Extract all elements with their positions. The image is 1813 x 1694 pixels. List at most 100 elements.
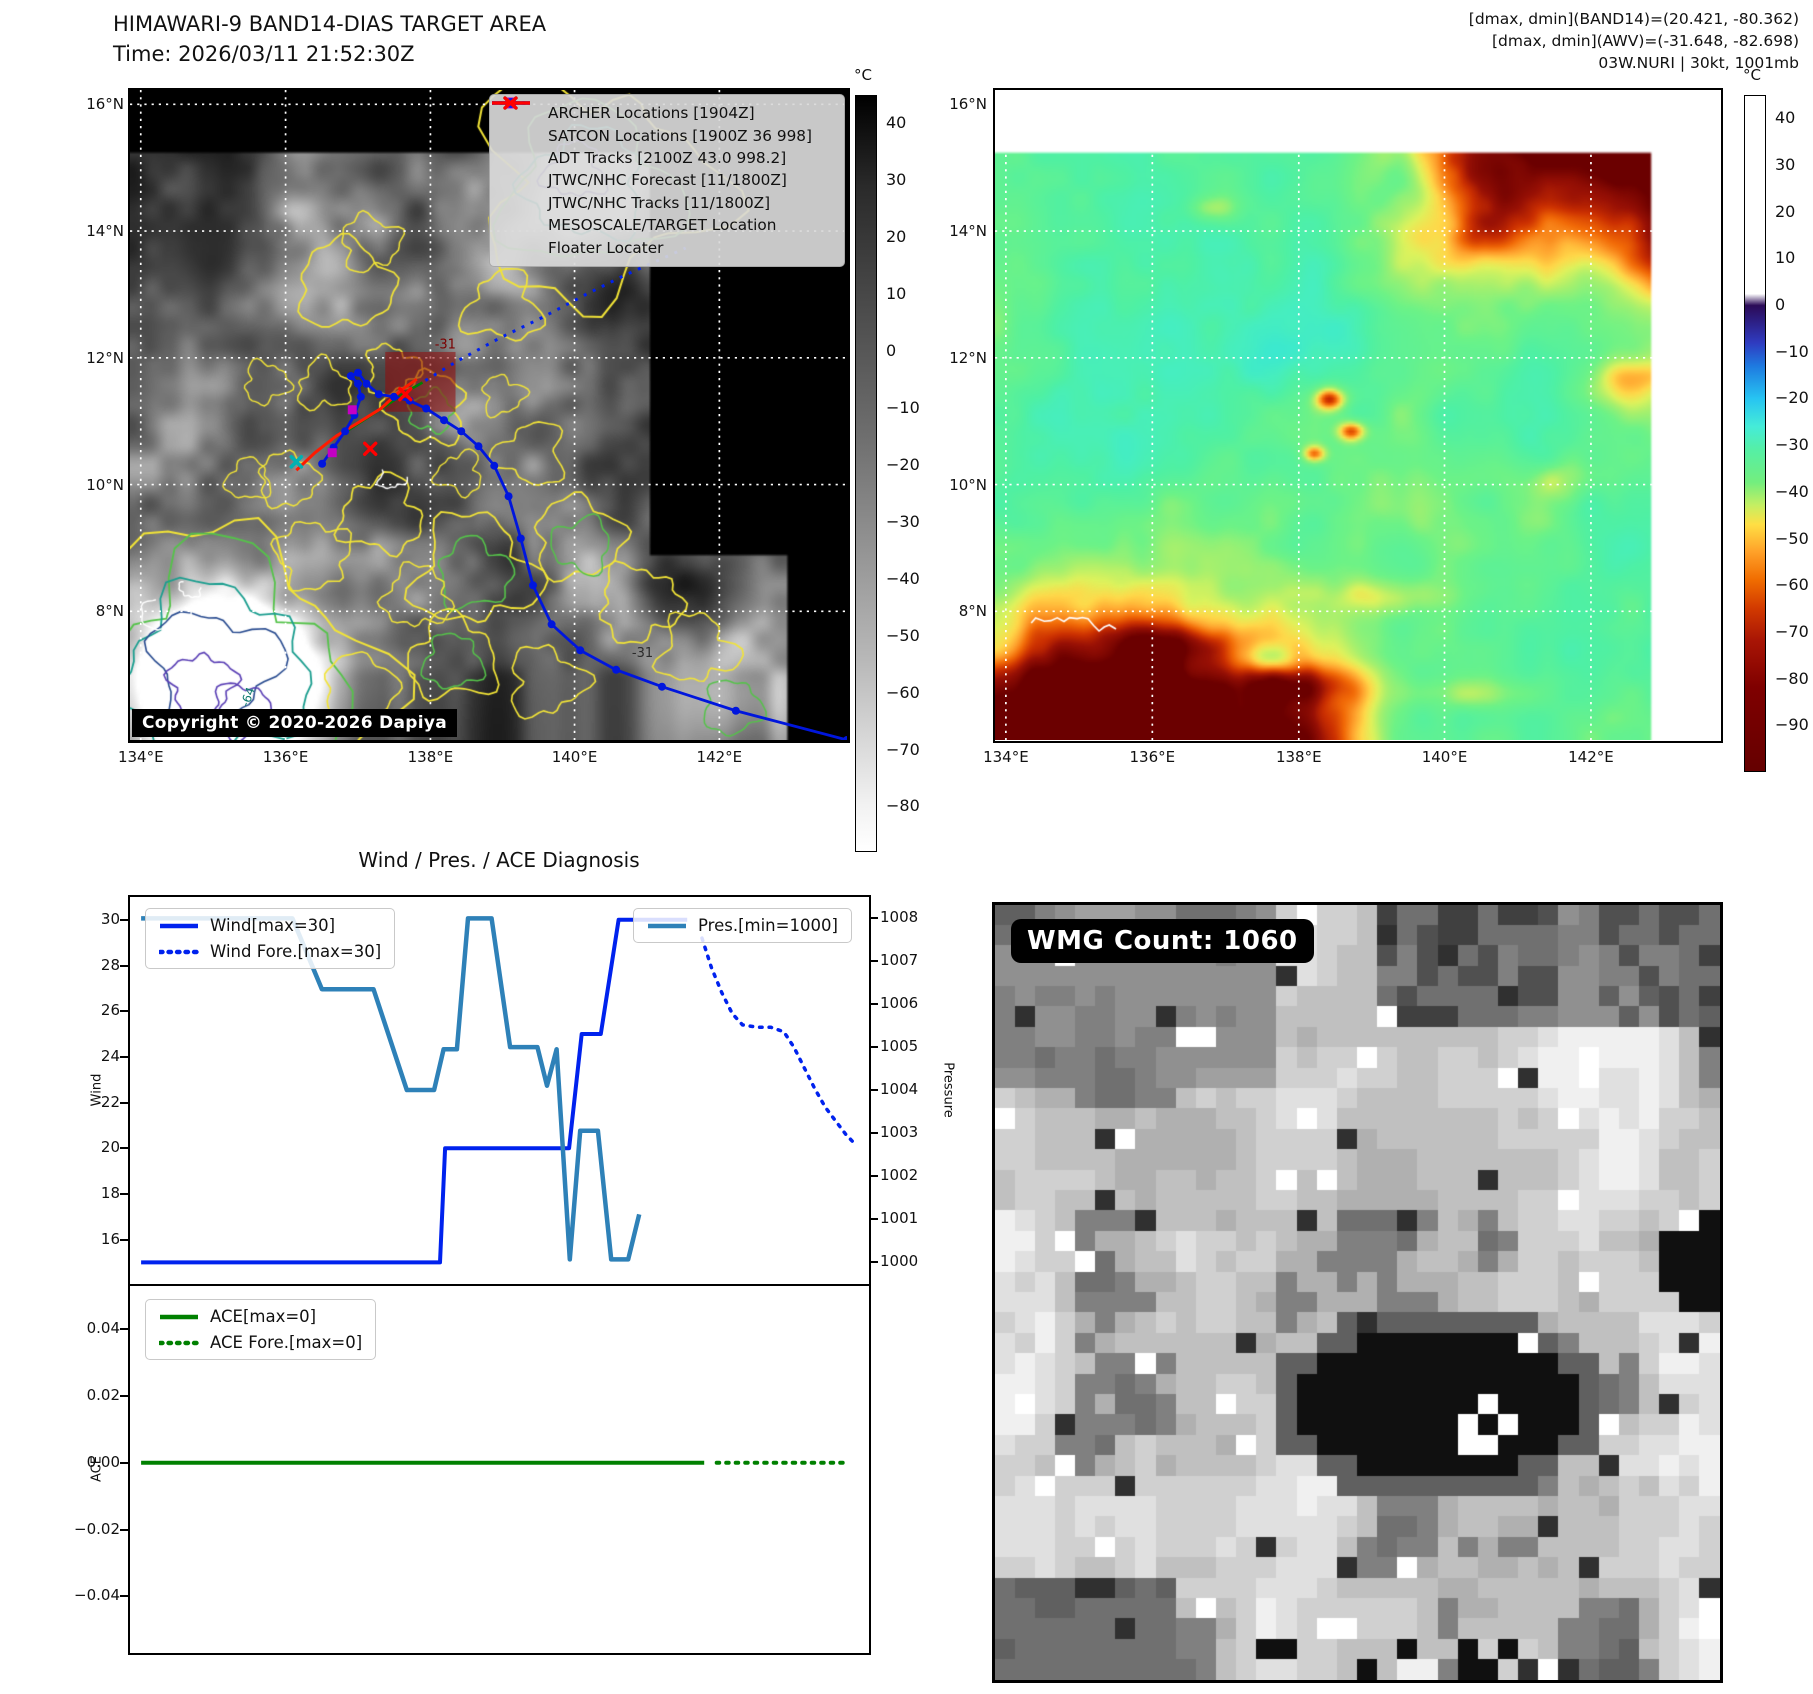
- band14-legend-label: ARCHER Locations [1904Z]: [548, 104, 755, 123]
- jtwc-track-point: [356, 392, 365, 401]
- awv-colorbar-tick: −40: [1775, 481, 1809, 501]
- band14-legend-label: ADT Tracks [2100Z 43.0 998.2]: [548, 148, 787, 167]
- chart-legend-label: Pres.[min=1000]: [698, 916, 838, 935]
- awv-y-tick-label: 8°N: [958, 602, 987, 621]
- chart1-y-tick-label: 22: [100, 1092, 120, 1111]
- chart2-y-tick-label: −0.02: [74, 1519, 120, 1538]
- chart-legend-item: Pres.[min=1000]: [647, 916, 838, 935]
- jtwc-track-point: [440, 416, 449, 425]
- awv-x-tick-label: 140°E: [1421, 748, 1468, 766]
- chart1-series-dotted: [700, 936, 857, 1146]
- jtwc-track-point: [389, 392, 398, 401]
- chart1-ylabel: Wind: [89, 1073, 105, 1107]
- jtwc-track-point: [457, 427, 466, 436]
- ace-plot: [141, 1460, 848, 1465]
- awv-y-tick-label: 14°N: [949, 222, 987, 241]
- awv-colorbar-tick: 40: [1775, 108, 1796, 128]
- band14-legend-item: MESOSCALE/TARGET Location: [498, 96, 838, 236]
- chart1-y2-tick-mark: [870, 1174, 878, 1177]
- jtwc-track-point: [422, 404, 431, 413]
- chart1-y-tick-label: 18: [100, 1183, 120, 1202]
- chart2-y-tick-mark: [120, 1328, 128, 1331]
- chart2-y-tick-label: 0.02: [86, 1386, 120, 1405]
- band14-y-tick-label: 12°N: [86, 348, 124, 367]
- chart1-y-tick-mark: [120, 1238, 128, 1241]
- chart1-y2-tick-mark: [870, 1260, 878, 1263]
- chart1-y2-tick-label: 1006: [880, 994, 919, 1013]
- chart2-y-tick-mark: [120, 1395, 128, 1398]
- awv-y-tick-label: 12°N: [949, 348, 987, 367]
- chart1-y-tick-label: 30: [100, 909, 120, 928]
- band14-legend: ARCHER Locations [1904Z] SATCON Locations…: [489, 94, 845, 267]
- band14-legend-label: SATCON Locations [1900Z 36 998]: [548, 126, 813, 145]
- chart2-y-tick-label: 0.04: [86, 1319, 120, 1338]
- band14-legend-item: JTWC/NHC Forecast [11/1800Z]: [492, 101, 838, 191]
- awv-colorbar-tick: −10: [1775, 341, 1809, 361]
- band14-y-tick-label: 14°N: [86, 222, 124, 241]
- header-storm-info: 03W.NURI | 30kt, 1001mb: [1598, 54, 1799, 72]
- band14-colorbar-tick: −50: [886, 625, 920, 645]
- chart-legend-line-icon: [159, 1340, 199, 1345]
- chart1-series-solid: [141, 916, 642, 1262]
- chart1-y2-tick-label: 1008: [880, 908, 919, 927]
- chart-legend-item: Wind Fore.[max=30]: [159, 942, 381, 961]
- chart1-y-tick-mark: [120, 918, 128, 921]
- chart-legend-item: ACE Fore.[max=0]: [159, 1333, 362, 1352]
- satcon-location-marker: [289, 455, 304, 469]
- jtwc-track-point: [504, 492, 513, 501]
- chart2-y-tick-label: −0.04: [74, 1586, 120, 1605]
- chart1-y-tick-mark: [120, 1010, 128, 1013]
- chart2-ylabel: ACE: [89, 1456, 105, 1482]
- band14-x-tick-label: 142°E: [696, 748, 743, 766]
- chart1-y-tick-label: 28: [100, 955, 120, 974]
- awv-x-tick-label: 134°E: [983, 748, 1029, 766]
- awv-colorbar-tick: 10: [1775, 248, 1796, 268]
- jtwc-track-point: [490, 461, 499, 470]
- band14-colorbar-tick: 20: [886, 227, 907, 247]
- jtwc-track-point: [843, 736, 847, 740]
- jtwc-track-point: [362, 379, 371, 388]
- chart1-y2-tick-label: 1001: [880, 1208, 919, 1227]
- chart1-y-tick-mark: [120, 1147, 128, 1150]
- band14-colorbar: [855, 95, 877, 852]
- awv-map-overlay: [995, 90, 1720, 740]
- jtwc-track-point: [576, 646, 585, 655]
- wind-pressure-plot: [141, 916, 857, 1265]
- band14-legend-item: ADT Tracks [2100Z 43.0 998.2]: [492, 101, 838, 169]
- ace-legend: ACE[max=0] ACE Fore.[max=0]: [145, 1299, 377, 1360]
- awv-x-tick-label: 136°E: [1129, 748, 1176, 766]
- chart1-y2-tick-mark: [870, 1003, 878, 1006]
- jtwc-track-point: [547, 620, 556, 629]
- awv-colorbar-tick: −50: [1775, 528, 1809, 548]
- chart1-y2-tick-label: 1000: [880, 1251, 919, 1270]
- jtwc-track: [321, 371, 847, 740]
- chart1-y-tick-mark: [120, 1055, 128, 1058]
- band14-colorbar-tick: 30: [886, 170, 907, 190]
- band14-legend-item: JTWC/NHC Tracks [11/1800Z]: [492, 98, 838, 214]
- chart1-y2label: Pressure: [940, 1062, 956, 1118]
- mesoscale-target-marker: [362, 441, 378, 456]
- copyright-badge: Copyright © 2020-2026 Dapiya: [132, 709, 457, 737]
- chart1-y-tick-label: 24: [100, 1046, 120, 1065]
- awv-colorbar-tick: −90: [1775, 715, 1809, 735]
- archer-location-marker: [327, 448, 337, 458]
- header-dmax-awv: [dmax, dmin](AWV)=(-31.648, -82.698): [1492, 32, 1799, 50]
- wmg-pixel-image: [995, 905, 1720, 1680]
- chart1-y2-tick-mark: [870, 1131, 878, 1134]
- chart-legend-item: Wind[max=30]: [159, 916, 381, 935]
- jtwc-track-point: [731, 706, 740, 715]
- chart1-y-tick-label: 20: [100, 1138, 120, 1157]
- band14-y-tick-label: 8°N: [95, 602, 124, 621]
- chart1-y-tick-mark: [120, 964, 128, 967]
- awv-colorbar-tick: −70: [1775, 621, 1809, 641]
- wind-legend: Wind[max=30] Wind Fore.[max=30]: [145, 908, 396, 969]
- chart-legend-line-icon: [648, 923, 686, 928]
- awv-colorbar-unit: °C: [1743, 66, 1761, 84]
- chart1-y2-tick-label: 1002: [880, 1165, 919, 1184]
- band14-legend-label: Floater Locater: [548, 238, 664, 257]
- band14-y-tick-label: 16°N: [86, 95, 124, 114]
- legend-marker-solid-icon: [492, 101, 530, 105]
- band14-timestamp: Time: 2026/03/11 21:52:30Z: [113, 42, 415, 66]
- chart-legend-label: Wind Fore.[max=30]: [210, 942, 382, 961]
